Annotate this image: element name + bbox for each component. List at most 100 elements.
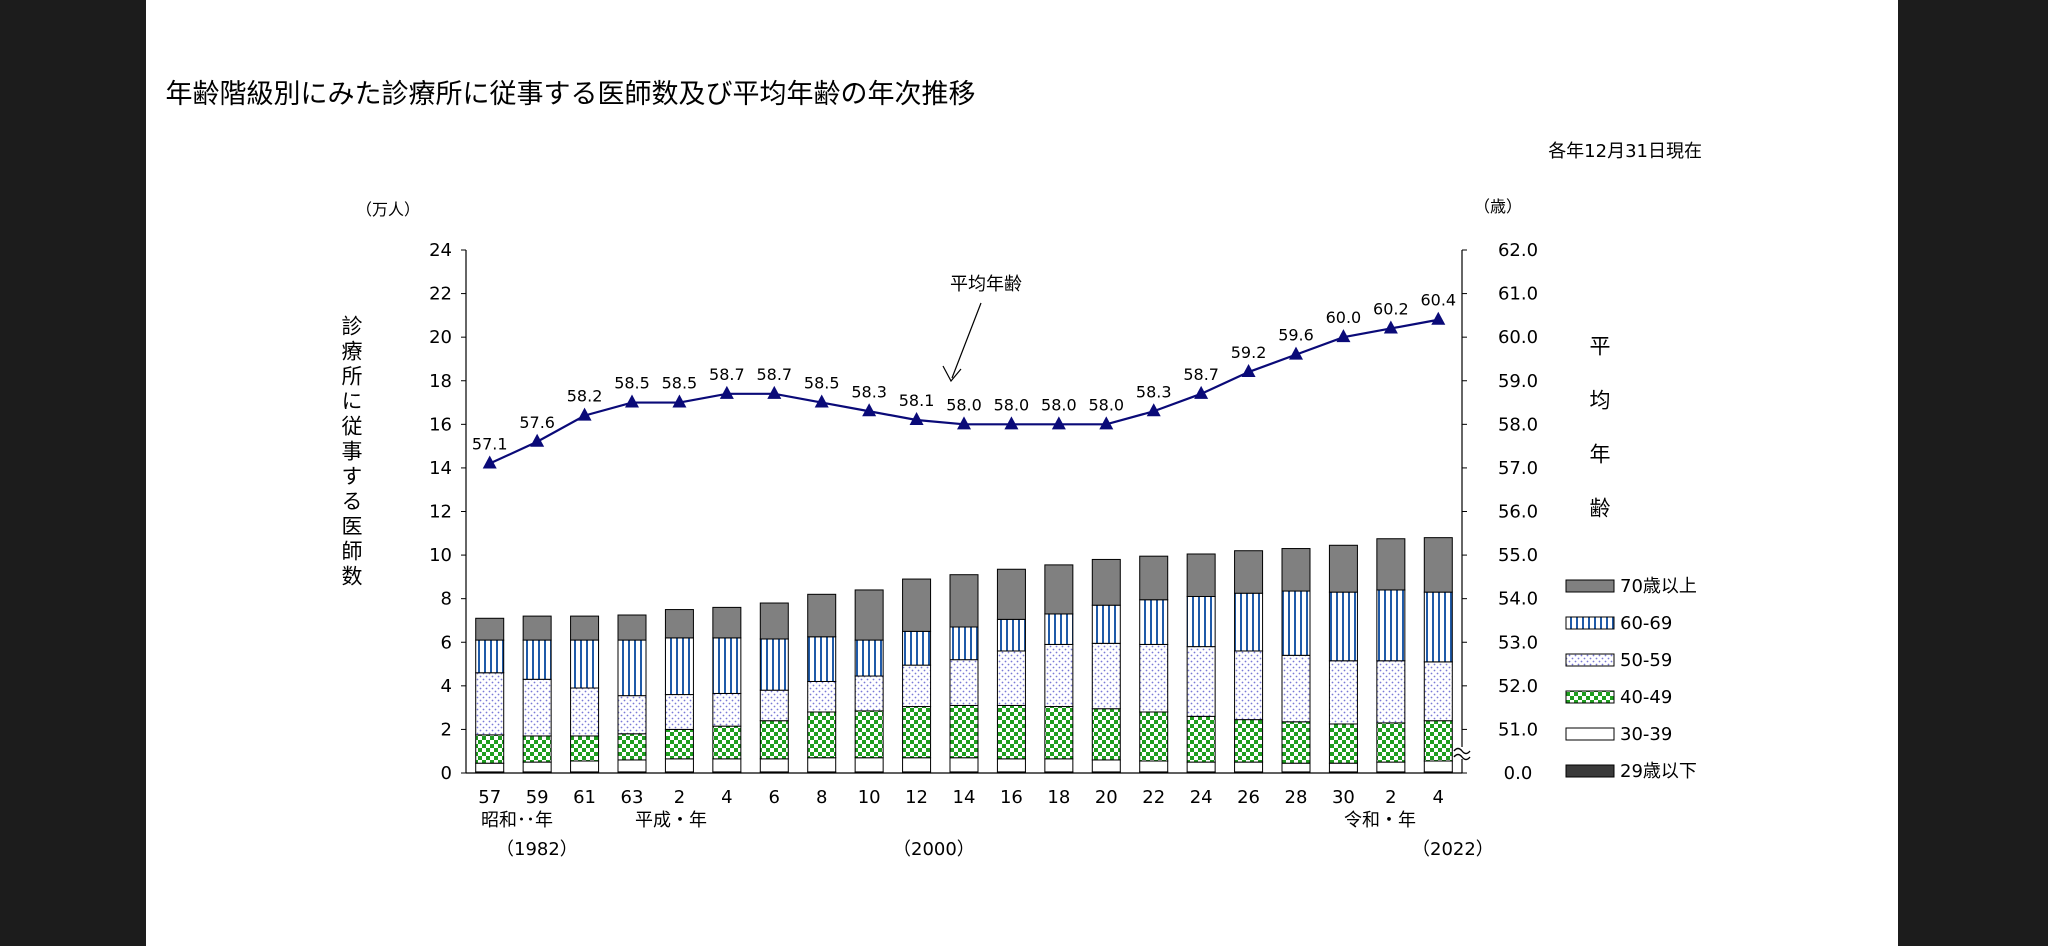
bar-segment: [854, 589, 884, 641]
bar-segment: [1423, 591, 1453, 663]
bar-segment: [475, 762, 505, 773]
average-age-label: 58.0: [1041, 395, 1077, 414]
average-age-point: [719, 385, 734, 399]
bar-segment: [712, 725, 742, 760]
legend-swatch: [1565, 690, 1615, 704]
y-tick-label: 24: [429, 240, 452, 261]
bar-segment: [1376, 722, 1406, 763]
y2-axis-label: 平均年齢: [1587, 335, 1611, 551]
y2-tick-label: 60.0: [1498, 327, 1538, 348]
average-age-point: [1099, 416, 1114, 430]
bar-segment: [1186, 595, 1216, 648]
x-tick-label: 4: [1433, 787, 1444, 808]
average-age-label: 58.5: [804, 374, 840, 393]
average-age-label: 58.0: [946, 395, 982, 414]
bar-segment: [664, 728, 694, 760]
bar-segment: [1044, 758, 1074, 773]
bar-segment: [664, 758, 694, 773]
bar-segment: [1091, 759, 1121, 773]
bar-segment: [807, 680, 837, 713]
bar-segment: [1423, 720, 1453, 762]
average-age-point: [577, 407, 592, 421]
bar-segment: [1044, 613, 1074, 645]
bar-segment: [1091, 708, 1121, 761]
average-age-point: [957, 416, 971, 430]
bar-segment: [1234, 719, 1264, 763]
x-tick-label: 61: [573, 787, 596, 808]
y-tick-label: 14: [429, 458, 452, 479]
bar-segment: [902, 578, 932, 632]
legend-label: 70歳以上: [1620, 576, 1697, 597]
year-label-2022: （2022）: [1412, 839, 1494, 860]
bar-segment: [759, 602, 789, 640]
bar-segment: [949, 704, 979, 759]
bar-segment: [807, 636, 837, 682]
average-age-point: [1194, 385, 1209, 399]
x-tick-label: 2: [674, 787, 685, 808]
bar-segment: [617, 759, 647, 773]
x-tick-label: 24: [1190, 787, 1213, 808]
average-age-point: [1289, 346, 1303, 360]
average-age-point: [1431, 311, 1446, 325]
x-tick-label: 16: [1000, 787, 1023, 808]
bar-segment: [949, 626, 979, 661]
bar-segment: [759, 638, 789, 691]
bar-segment: [1234, 592, 1264, 652]
bar-segment: [712, 606, 742, 639]
average-age-label: 60.4: [1420, 291, 1456, 310]
average-age-label: 58.0: [1088, 395, 1124, 414]
average-age-point: [482, 455, 497, 469]
bar-segment: [996, 568, 1026, 620]
average-age-label: 58.0: [994, 395, 1030, 414]
average-age-label: 58.7: [756, 365, 792, 384]
legend-label: 30-39: [1620, 724, 1672, 745]
bar-segment: [996, 704, 1026, 760]
legend-label: 60-69: [1620, 613, 1672, 634]
bar-segment: [664, 694, 694, 730]
y2-tick-label: 61.0: [1498, 284, 1538, 305]
legend-label: 50-59: [1620, 650, 1672, 671]
bar-segment: [1044, 564, 1074, 615]
average-age-label: 58.1: [899, 391, 935, 410]
y-tick-label: 6: [441, 632, 452, 653]
x-tick-label: 22: [1142, 787, 1165, 808]
year-label-2000: （2000）: [893, 839, 975, 860]
average-age-point: [1336, 329, 1351, 343]
average-age-point: [1051, 416, 1066, 430]
legend-swatch: [1565, 727, 1615, 741]
y2-tick-label: 57.0: [1498, 458, 1538, 479]
bar-segment: [1234, 650, 1264, 721]
bar-segment: [1328, 591, 1358, 662]
bar-segment: [1186, 553, 1216, 597]
y-tick-label: 4: [441, 676, 452, 697]
average-age-annotation-arrowhead: [942, 365, 962, 383]
bar-segment: [1139, 711, 1169, 762]
bar-segment: [475, 639, 505, 674]
x-tick-label: 18: [1047, 787, 1070, 808]
bar-segment: [617, 639, 647, 697]
y-tick-label: 2: [441, 719, 452, 740]
y2-tick-label: 55.0: [1498, 545, 1538, 566]
bar-segment: [759, 720, 789, 760]
average-age-label: 57.6: [519, 413, 555, 432]
legend-label: 29歳以下: [1620, 761, 1697, 782]
era-label-showa: 昭和･･年: [481, 810, 553, 831]
x-tick-label: 2: [1385, 787, 1396, 808]
average-age-label: 58.3: [851, 382, 887, 401]
average-age-label: 57.1: [472, 435, 508, 454]
average-age-label: 59.6: [1278, 326, 1314, 345]
y-tick-label: 22: [429, 284, 452, 305]
average-age-label: 59.2: [1231, 343, 1267, 362]
bar-segment: [1328, 544, 1358, 593]
bar-segment: [1139, 599, 1169, 645]
bar-segment: [570, 760, 600, 773]
bar-segment: [1139, 555, 1169, 601]
legend: 70歳以上 60-69 50-59 40-49 30-39 29歳以下: [1565, 576, 1697, 782]
bar-segment: [475, 672, 505, 736]
bar-segment: [1281, 590, 1311, 656]
y2-tick-label: 56.0: [1498, 502, 1538, 523]
average-age-point: [909, 411, 924, 425]
bar-segment: [902, 630, 932, 666]
average-age-annotation-arrow: [951, 302, 982, 379]
bar-segment: [759, 689, 789, 722]
